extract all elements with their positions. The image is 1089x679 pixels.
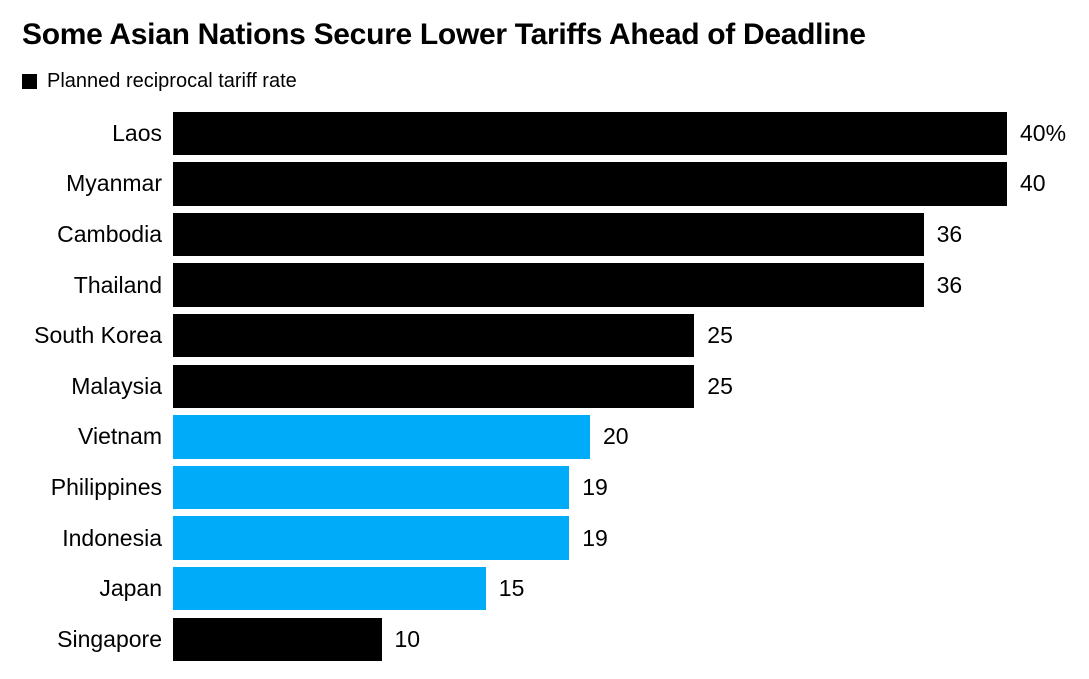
bar-area: 25 [173, 361, 1089, 412]
bar-area: 40% [173, 108, 1089, 159]
bar-row: Myanmar 40 [22, 159, 1089, 210]
category-label: Laos [112, 119, 162, 146]
bar-area: 25 [173, 310, 1089, 361]
bar-area: 19 [173, 462, 1089, 513]
bar [173, 111, 1007, 155]
category-label: Thailand [73, 271, 162, 298]
bar-row: South Korea 25 [22, 310, 1089, 361]
bar [173, 212, 924, 257]
bar [173, 415, 590, 459]
bar-row: Indonesia 19 [22, 513, 1089, 564]
value-label: 10 [394, 625, 421, 652]
category-label: Cambodia [57, 220, 162, 247]
bar [173, 516, 570, 560]
bar-row: Malaysia 25 [22, 361, 1089, 412]
legend-label: Planned reciprocal tariff rate [47, 69, 297, 92]
category-label: Singapore [57, 625, 162, 652]
value-label: 25 [707, 322, 733, 349]
legend: Planned reciprocal tariff rate [22, 70, 1089, 92]
bar-row: Vietnam 20 [22, 412, 1089, 463]
bar-area: 40 [173, 159, 1089, 210]
bar-chart: Laos 40% Myanmar 40 Cambodia 36 Thailand 36 Sout… [22, 108, 1089, 665]
bar-row: Philippines 19 [22, 462, 1089, 513]
bar [173, 162, 1007, 206]
bar-area: 36 [173, 209, 1089, 260]
chart-title: Some Asian Nations Secure Lower Tariffs … [22, 18, 866, 51]
bar-area: 15 [173, 563, 1089, 614]
bar [173, 566, 486, 611]
bar-row: Japan 15 [22, 563, 1089, 614]
value-label: 15 [498, 575, 525, 602]
category-label: Vietnam [78, 423, 162, 450]
bar-row: Singapore 10 [22, 614, 1089, 665]
bar [173, 465, 570, 510]
bar-row: Thailand 36 [22, 260, 1089, 311]
category-label: Philippines [50, 473, 162, 500]
category-label: Myanmar [66, 170, 162, 197]
value-label: 40 [1020, 170, 1046, 197]
value-label: 19 [582, 524, 608, 551]
value-label: 25 [707, 372, 733, 399]
bar-area: 36 [173, 260, 1089, 311]
category-label: Japan [99, 575, 162, 602]
bar [173, 313, 695, 358]
bar-area: 20 [173, 412, 1089, 463]
bar-area: 19 [173, 513, 1089, 564]
bar [173, 364, 695, 408]
category-label: Malaysia [71, 372, 162, 399]
bar-row: Laos 40% [22, 108, 1089, 159]
bar-area: 10 [173, 614, 1089, 665]
value-label: 36 [936, 271, 963, 298]
value-label: 19 [582, 473, 608, 500]
bar [173, 263, 924, 307]
bar-row: Cambodia 36 [22, 209, 1089, 260]
value-label: 36 [936, 220, 963, 247]
legend-swatch [22, 73, 37, 89]
category-label: South Korea [34, 322, 162, 349]
bar [173, 617, 382, 661]
value-label: 40% [1020, 119, 1067, 146]
category-label: Indonesia [62, 524, 162, 551]
value-label: 20 [603, 423, 629, 450]
